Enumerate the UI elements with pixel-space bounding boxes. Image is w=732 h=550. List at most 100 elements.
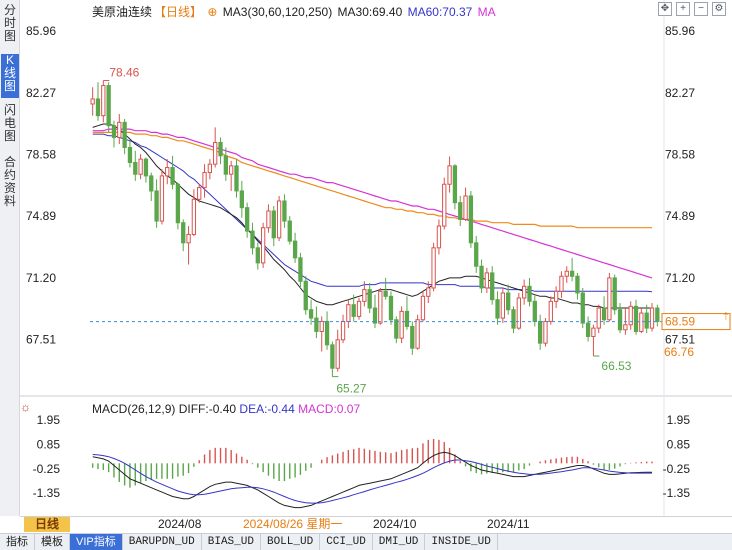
high-annotation: 78.46 — [109, 66, 139, 80]
candle-body — [159, 175, 165, 222]
candle-body — [165, 167, 170, 177]
candle-body — [596, 307, 601, 329]
candle-body — [244, 207, 250, 232]
low1-annotation: 65.27 — [336, 382, 366, 396]
candle-body — [346, 304, 351, 322]
ma-more: MA — [477, 5, 496, 19]
date-label-oct: 2024/10 — [373, 517, 417, 531]
candle-body — [127, 146, 133, 164]
price-tick-right: 71.20 — [665, 271, 695, 285]
candle-body — [362, 289, 367, 302]
candle-body — [644, 312, 649, 329]
candle-body — [511, 309, 516, 329]
candle-body — [543, 320, 548, 344]
indicator-tab-2[interactable]: VIP指标 — [70, 534, 123, 550]
settings-icon[interactable]: ⚙ — [712, 2, 726, 16]
candle-body — [175, 183, 181, 224]
indicator-tab-3[interactable]: BARUPDN_UD — [123, 534, 202, 550]
indicator-tab-7[interactable]: DMI_UD — [373, 534, 426, 550]
indicator-tab-5[interactable]: BOLL_UD — [261, 534, 321, 550]
kline-chart[interactable]: 85.96 85.96 82.27 82.27 78.58 78.58 74.89 74.89… — [20, 0, 732, 516]
candle-body — [649, 307, 655, 329]
period-tag: 【日线】 — [154, 5, 203, 19]
candle-body — [585, 322, 591, 337]
indicator-tabs: 指标 模板 VIP指标 BARUPDN_UD BIAS_UD BOLL_UD CCI_UD D… — [0, 533, 732, 550]
candle-body — [260, 227, 266, 264]
candle-body — [101, 85, 106, 117]
indicator-tab-0[interactable]: 指标 — [0, 534, 35, 550]
candle-body — [340, 320, 346, 341]
price-tick-left: 71.20 — [26, 271, 56, 285]
candle-body — [490, 272, 495, 301]
candle-body — [559, 275, 564, 292]
candle-body — [479, 265, 484, 289]
tab-timeshare[interactable]: 分时图 — [3, 3, 16, 43]
macd-name: MACD(26,12,9) — [92, 402, 176, 416]
date-axis — [20, 516, 732, 532]
candle-body — [149, 175, 154, 192]
candle-body — [186, 233, 191, 244]
chart-toolbar: ✥ + − ⚙ — [658, 2, 726, 16]
candle-body — [420, 295, 426, 321]
price-tick-left: 67.51 — [26, 333, 56, 347]
candle-body — [575, 275, 580, 294]
tab-contract-info[interactable]: 合约资料 — [3, 155, 16, 208]
candle-body — [495, 299, 500, 319]
settings-icon[interactable]: ⊕ — [207, 5, 218, 19]
indicator-tab-4[interactable]: BIAS_UD — [202, 534, 261, 550]
macd-tick-left: 1.95 — [37, 413, 61, 427]
candle-body — [250, 230, 255, 249]
candle-body — [239, 190, 244, 209]
macd-tick-right: 0.85 — [667, 438, 691, 452]
tab-flash[interactable]: 闪电图 — [3, 103, 16, 143]
macd-tick-left: -1.35 — [33, 486, 61, 500]
zoom-out-icon[interactable]: − — [694, 2, 708, 16]
price-tick-right: 78.58 — [665, 147, 695, 161]
candle-body — [580, 292, 585, 324]
candle-body — [655, 307, 660, 322]
candle-body — [234, 165, 239, 192]
price-tick-right: 82.27 — [665, 86, 695, 100]
move-icon[interactable]: ✥ — [658, 2, 672, 16]
candle-body — [122, 121, 127, 148]
current-price-box — [661, 313, 731, 331]
price-tick-left: 74.89 — [26, 209, 56, 223]
candle-body — [617, 309, 623, 331]
ma120-line — [92, 128, 653, 279]
candle-body — [522, 285, 527, 299]
period-button[interactable]: 日线 — [24, 517, 70, 532]
candle-body — [319, 320, 324, 332]
indicator-tab-8[interactable]: INSIDE_UD — [425, 534, 498, 550]
candle-body — [197, 187, 202, 200]
price-tick-right: 67.51 — [665, 333, 695, 347]
candle-body — [213, 141, 218, 165]
macd-diff: DIFF:-0.40 — [178, 402, 237, 416]
candle-body — [388, 295, 394, 321]
low2-annotation: 66.53 — [601, 359, 631, 373]
candle-body — [202, 172, 207, 189]
candle-body — [330, 344, 335, 369]
candle-body — [463, 195, 468, 220]
macd-settings-icon: ☼ — [20, 400, 31, 414]
macd-tick-right: -1.35 — [663, 486, 691, 500]
indicator-tab-6[interactable]: CCI_UD — [320, 534, 373, 550]
candle-body — [314, 317, 319, 332]
candle-body — [90, 98, 95, 105]
date-label-nov: 2024/11 — [487, 517, 530, 531]
candle-body — [191, 198, 197, 235]
zoom-in-icon[interactable]: + — [676, 2, 690, 16]
candle-body — [500, 292, 506, 319]
candle-body — [383, 290, 388, 297]
macd-legend: MACD(26,12,9) DIFF:-0.40 DEA:-0.44 MACD:… — [92, 402, 360, 416]
candle-body — [276, 200, 282, 239]
candle-body — [458, 202, 463, 220]
indicator-tab-1[interactable]: 模板 — [35, 534, 70, 550]
candle-body — [266, 210, 271, 229]
candle-body — [623, 324, 628, 331]
candle-body — [218, 141, 223, 157]
candle-body — [569, 270, 575, 277]
candle-body — [628, 305, 633, 326]
candle-body — [298, 257, 303, 282]
candle-body — [506, 292, 511, 311]
